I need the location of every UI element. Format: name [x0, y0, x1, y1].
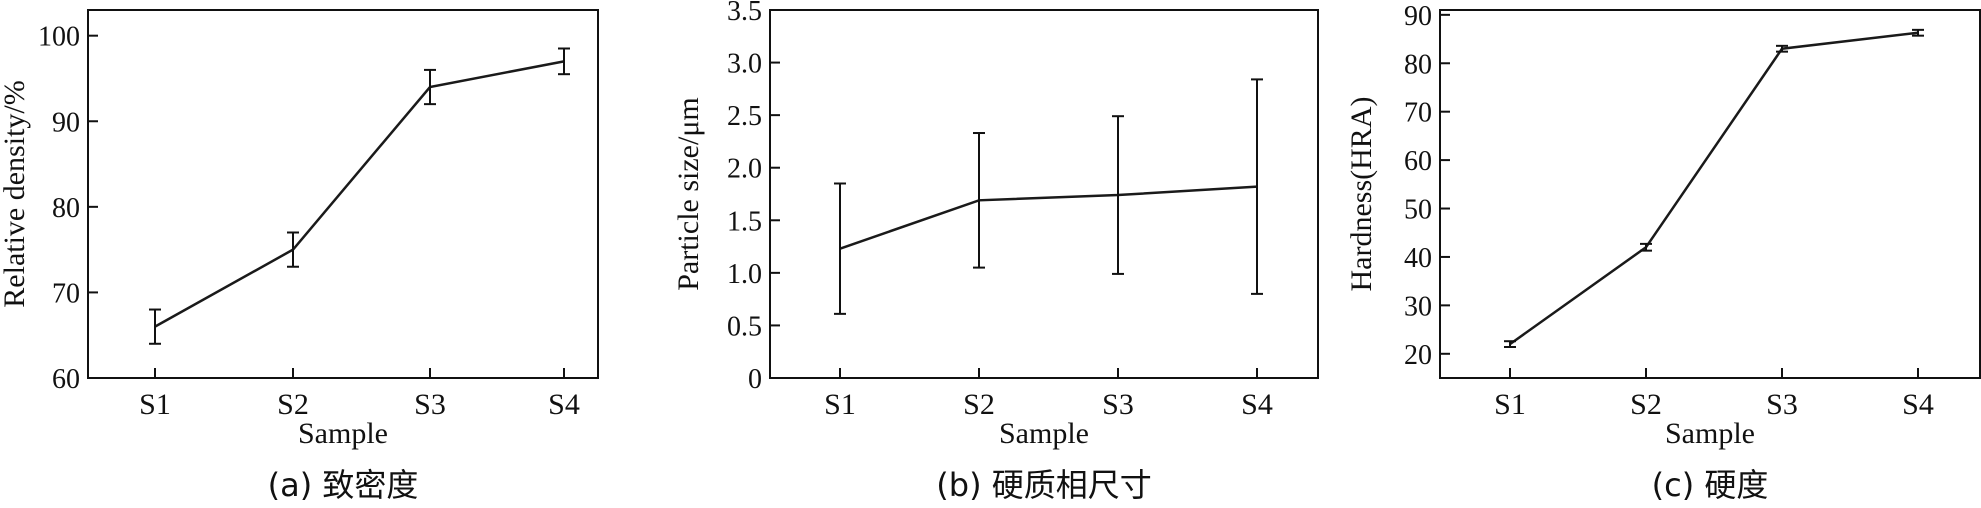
y-tick-label: 90 — [52, 107, 80, 138]
panel-caption: (c) 硬度 — [1652, 466, 1769, 504]
x-tick-label: S1 — [139, 388, 171, 421]
plot-frame — [87, 9, 599, 379]
y-tick-label: 70 — [52, 278, 80, 309]
x-tick-label: S1 — [824, 388, 856, 421]
series-line — [839, 185, 1258, 250]
x-tick-label: S4 — [1241, 388, 1273, 421]
y-tick-label: 2.5 — [727, 101, 762, 132]
series-marks — [1504, 28, 1924, 349]
x-tick-label: S3 — [414, 388, 446, 421]
x-ticks: S1 S2 S3 S4 — [1494, 368, 1934, 421]
y-ticks: 0 0.5 1.0 1.5 2.0 2.5 3.0 3.5 — [727, 0, 780, 395]
y-tick-label: 40 — [1404, 243, 1432, 274]
y-tick-label: 60 — [1404, 146, 1432, 177]
y-tick-label: 30 — [1404, 291, 1432, 322]
y-axis-label: Particle size/μm — [672, 97, 705, 291]
y-tick-label: 20 — [1404, 340, 1432, 371]
x-ticks: S1 S2 S3 S4 — [139, 368, 580, 421]
x-tick-label: S2 — [277, 388, 309, 421]
x-tick-label: S3 — [1102, 388, 1134, 421]
x-tick-label: S2 — [963, 388, 995, 421]
series-line — [154, 60, 565, 328]
y-ticks: 60 70 80 90 100 — [38, 22, 98, 395]
x-tick-label: S2 — [1630, 388, 1662, 421]
plot-frame — [1439, 9, 1981, 379]
x-axis-label: Sample — [999, 417, 1089, 450]
y-tick-label: 1.5 — [727, 206, 762, 237]
y-tick-label: 3.0 — [727, 49, 762, 80]
panel-caption: (b) 硬质相尺寸 — [936, 466, 1151, 504]
y-ticks: 20 30 40 50 60 70 80 90 — [1404, 1, 1450, 371]
series-line — [1509, 31, 1919, 346]
chart-panel-a: Relative density/% Sample (a) 致密度 60 70 80… — [0, 9, 599, 504]
x-ticks: S1 S2 S3 S4 — [824, 368, 1273, 421]
y-tick-label: 50 — [1404, 195, 1432, 226]
x-tick-label: S3 — [1766, 388, 1798, 421]
x-tick-label: S4 — [548, 388, 580, 421]
chart-panel-b: Particle size/μm Sample (b) 硬质相尺寸 0 0.5 1.… — [672, 0, 1319, 504]
y-tick-label: 1.0 — [727, 259, 762, 290]
y-tick-label: 100 — [38, 22, 80, 53]
y-tick-label: 80 — [52, 193, 80, 224]
y-tick-label: 70 — [1404, 98, 1432, 129]
x-axis-label: Sample — [1665, 417, 1755, 450]
x-axis-label: Sample — [298, 417, 388, 450]
y-tick-label: 3.5 — [727, 0, 762, 27]
y-tick-label: 0.5 — [727, 311, 762, 342]
y-axis-label: Hardness(HRA) — [1345, 97, 1378, 292]
x-tick-label: S4 — [1902, 388, 1934, 421]
y-tick-label: 0 — [748, 364, 762, 395]
y-tick-label: 2.0 — [727, 154, 762, 185]
series-marks — [834, 78, 1263, 315]
panel-caption: (a) 致密度 — [268, 466, 419, 504]
chart-panel-c: Hardness(HRA) Sample (c) 硬度 20 30 40 50 60 70… — [1345, 1, 1981, 504]
x-tick-label: S1 — [1494, 388, 1526, 421]
y-axis-label: Relative density/% — [0, 80, 31, 307]
y-tick-label: 90 — [1404, 1, 1432, 32]
series-marks — [149, 47, 570, 345]
y-tick-label: 80 — [1404, 49, 1432, 80]
plot-frame — [769, 9, 1319, 379]
y-tick-label: 60 — [52, 364, 80, 395]
